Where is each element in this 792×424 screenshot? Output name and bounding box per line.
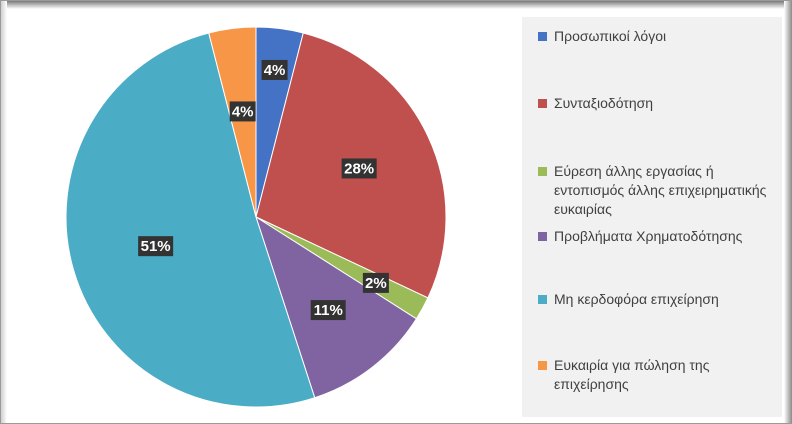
data-label-text: 4% — [264, 62, 286, 79]
data-label-text: 11% — [314, 302, 343, 319]
data-label-box — [229, 101, 256, 122]
legend-label: Εύρεση άλλης εργασίας ή εντοπισμός άλλης… — [554, 163, 767, 217]
legend-label: Μη κερδοφόρα επιχείρηση — [554, 291, 719, 307]
data-label-box — [341, 158, 377, 179]
data-label-box — [261, 59, 288, 80]
legend-swatch — [538, 232, 547, 241]
legend-swatch — [538, 295, 547, 304]
legend-swatch — [538, 361, 547, 370]
legend-label: Προβλήματα Χρηματοδότησης — [554, 228, 743, 244]
legend-label: Προσωπικοί λόγοι — [554, 28, 667, 44]
data-label-box — [138, 236, 174, 257]
legend-swatch — [538, 167, 547, 176]
pie-slice — [208, 26, 257, 218]
data-label: 4% — [229, 101, 256, 122]
legend-label: Ευκαιρία για πώληση της επιχείρησης — [554, 357, 710, 392]
frame-shadow-left — [1, 1, 7, 423]
data-label-box — [310, 300, 346, 321]
data-label: 28% — [341, 158, 377, 179]
chart-legend: Προσωπικοί λόγοι Συνταξιοδότηση Εύρεση άλλ… — [522, 17, 782, 417]
data-label: 4% — [261, 59, 288, 80]
data-label-text: 4% — [232, 103, 254, 120]
legend-swatch — [538, 99, 547, 108]
legend-swatch — [538, 32, 547, 41]
data-label: 11% — [310, 300, 346, 321]
pie-slice — [65, 32, 316, 408]
data-label: 2% — [362, 272, 389, 293]
legend-label: Συνταξιοδότηση — [554, 95, 654, 111]
data-label-box — [362, 272, 389, 293]
data-label: 51% — [138, 236, 174, 257]
data-label-text: 2% — [365, 275, 387, 292]
data-label-text: 51% — [141, 238, 171, 255]
frame-shadow-right — [784, 1, 792, 423]
data-label-text: 28% — [344, 160, 374, 177]
frame-shadow-top — [1, 1, 791, 9]
